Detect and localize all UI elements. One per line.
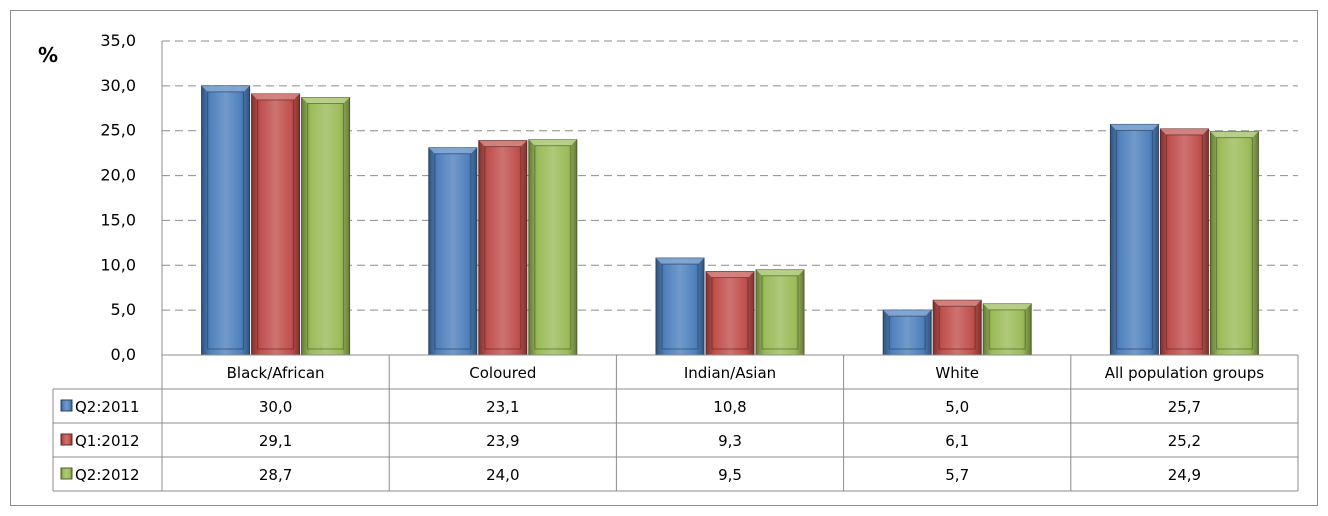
series-label: Q1:2012: [75, 432, 140, 450]
legend-key: [60, 399, 73, 412]
bar-bevel-inner: [434, 153, 472, 350]
bar: [1209, 131, 1259, 356]
y-tick-label: 30,0: [100, 76, 136, 95]
data-label: 9,3: [718, 432, 742, 450]
bar-bevel-inner: [1115, 129, 1153, 350]
bar-bevel: [528, 139, 577, 146]
data-label: 10,8: [713, 398, 746, 416]
bar-bevel-inner: [888, 315, 926, 350]
y-tick-label: 0,0: [111, 345, 136, 364]
bar: [932, 299, 982, 356]
bar-body: [932, 299, 982, 356]
data-table: Black/African Coloured Indian/Asian White Al…: [52, 354, 1299, 492]
data-label: 24,0: [486, 466, 519, 484]
bar-body: [528, 139, 578, 356]
bar-bevel-inner: [661, 263, 699, 350]
bar-body: [1209, 131, 1259, 356]
bar-bevel-inner: [988, 309, 1026, 350]
y-tick-label: 35,0: [100, 31, 136, 50]
bar-body: [251, 93, 301, 356]
bar: [478, 140, 528, 356]
data-label: 24,9: [1168, 466, 1201, 484]
bar: [982, 303, 1032, 356]
bar-body: [478, 140, 528, 356]
bar: [755, 269, 805, 356]
bar-bevel: [428, 147, 477, 154]
bar-body: [882, 309, 932, 356]
category-label: Indian/Asian: [684, 364, 776, 382]
data-label: 5,0: [945, 398, 969, 416]
bar-body: [755, 269, 805, 356]
bar-body: [655, 257, 705, 356]
bar-bevel-inner: [761, 275, 799, 350]
bar-bevel-inner: [257, 99, 295, 350]
bar: [1159, 128, 1209, 356]
y-tick-label: 15,0: [100, 210, 136, 229]
bar: [251, 93, 301, 356]
bar-body: [1159, 128, 1209, 356]
bar-bevel-inner: [534, 145, 572, 350]
bar-bevel: [1210, 131, 1259, 138]
bar-bevel-inner: [1215, 137, 1253, 350]
bar-bevel: [756, 269, 804, 276]
bar-bevel: [656, 258, 704, 265]
bar-bevel-inner: [711, 277, 749, 350]
bar-bevel: [883, 310, 932, 317]
bar-bevel: [478, 140, 527, 147]
bar-body: [705, 271, 755, 356]
bar-bevel: [201, 85, 250, 92]
category-label: All population groups: [1105, 364, 1265, 382]
y-tick-label: 20,0: [100, 166, 136, 185]
bar-bevel-inner: [484, 146, 522, 350]
y-tick-label: 5,0: [111, 300, 136, 319]
bar-bevel: [301, 97, 350, 104]
bar: [528, 139, 578, 356]
bar-bevel: [706, 271, 754, 278]
bar: [705, 271, 755, 356]
bar: [882, 309, 932, 356]
legend-key: [60, 433, 73, 446]
series-label: Q2:2011: [75, 398, 140, 416]
y-tick-label: 10,0: [100, 255, 136, 274]
bar-bevel-inner: [207, 91, 245, 350]
bar-body: [428, 147, 478, 356]
data-label: 23,1: [486, 398, 519, 416]
bar: [201, 85, 251, 356]
data-label: 6,1: [945, 432, 969, 450]
data-label: 29,1: [259, 432, 292, 450]
bar-bevel: [983, 303, 1032, 310]
bars-layer: [201, 85, 1259, 356]
bar-bevel: [251, 93, 300, 100]
bar: [428, 147, 478, 356]
bar: [655, 257, 705, 356]
bar-body: [301, 97, 351, 356]
category-label: Black/African: [227, 364, 325, 382]
bar: [301, 97, 351, 356]
bar-body: [1109, 123, 1159, 356]
y-tick-label: 25,0: [100, 121, 136, 140]
bar-body: [201, 85, 251, 356]
data-label: 9,5: [718, 466, 742, 484]
data-label: 30,0: [259, 398, 292, 416]
data-label: 25,2: [1168, 432, 1201, 450]
category-label: White: [935, 364, 979, 382]
bar: [1109, 123, 1159, 356]
legend-key: [60, 467, 73, 480]
series-label: Q2:2012: [75, 466, 140, 484]
y-axis-unit-label: %: [38, 43, 58, 67]
bar-bevel: [933, 300, 982, 307]
bar-bevel-inner: [307, 103, 345, 350]
category-label: Coloured: [469, 364, 536, 382]
bar-bevel: [1160, 128, 1209, 135]
bar-bevel-inner: [1165, 134, 1203, 350]
bar-bevel: [1110, 124, 1159, 131]
data-label: 28,7: [259, 466, 292, 484]
bar-bevel-inner: [938, 305, 976, 350]
data-label: 5,7: [945, 466, 969, 484]
data-label: 25,7: [1168, 398, 1201, 416]
grid-layer: 0,0 5,0 10,0 15,0 20,0 25,0 30,0 35,0: [100, 31, 1298, 364]
bar-body: [982, 303, 1032, 356]
data-label: 23,9: [486, 432, 519, 450]
